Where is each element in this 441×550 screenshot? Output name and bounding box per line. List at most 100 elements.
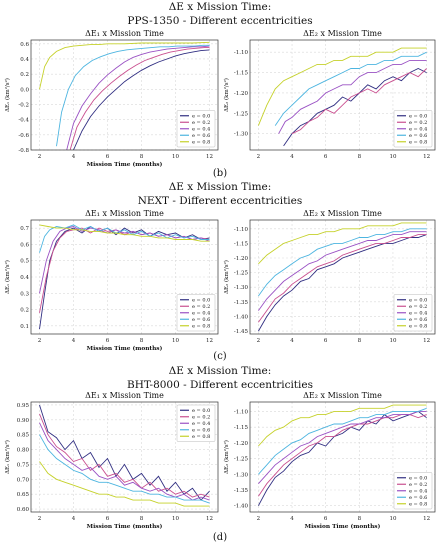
axes-frame <box>249 401 436 513</box>
x-tick-label: 10 <box>172 516 179 522</box>
legend: e = 0.0e = 0.2e = 0.4e = 0.6e = 0.8 <box>393 110 433 148</box>
series-line-1 <box>73 49 210 151</box>
legend-box <box>393 294 433 332</box>
series-line-4 <box>39 224 210 253</box>
legend-entry: e = 0.2 <box>192 120 210 126</box>
y-tick-label: -1.20 <box>234 441 249 447</box>
y-tick-label: 0.70 <box>17 477 30 483</box>
x-tick-label: 12 <box>206 154 213 160</box>
legend-entry: e = 0.0 <box>192 408 210 414</box>
legend-box <box>176 294 216 332</box>
series-line-2 <box>258 414 427 497</box>
y-tick-label: -0.2 <box>18 102 29 108</box>
series-line-1 <box>39 404 210 501</box>
y-axis-label: ΔE₁ (km²/s²) <box>4 440 11 474</box>
series-line-1 <box>258 410 427 506</box>
y-tick-label: 0.85 <box>17 433 30 439</box>
series-line-2 <box>258 234 427 323</box>
y-tick-label: 0.0 <box>20 87 29 93</box>
x-tick-label: 4 <box>72 516 76 522</box>
x-axis-label: Mission Time (months) <box>87 161 163 168</box>
y-tick-label: 0.6 <box>20 42 29 48</box>
series-line-1 <box>258 234 427 332</box>
series-line-2 <box>39 413 210 498</box>
block-subtitle: BHT-8000 - Different eccentricities <box>127 379 313 391</box>
legend-entry: e = 0.4 <box>409 311 427 317</box>
x-tick-label: 4 <box>72 338 76 344</box>
y-tick-label: -1.15 <box>234 71 249 77</box>
legend: e = 0.0e = 0.2e = 0.4e = 0.6e = 0.8 <box>393 472 433 510</box>
x-tick-label: 4 <box>290 338 294 344</box>
y-tick-label: 0.90 <box>17 418 30 424</box>
x-tick-label: 10 <box>389 516 396 522</box>
y-tick-label: -1.10 <box>234 227 249 233</box>
axes-frame <box>30 39 219 151</box>
figure-caption: (c) <box>213 351 227 362</box>
y-tick-label: -1.25 <box>234 271 249 277</box>
panel-title: ΔE₂ x Mission Time <box>303 391 382 400</box>
y-tick-label: -1.25 <box>234 457 249 463</box>
y-tick-label: 0.95 <box>17 403 30 409</box>
x-tick-label: 2 <box>257 338 261 344</box>
panel-title: ΔE₁ x Mission Time <box>85 391 164 400</box>
axes-frame <box>30 401 219 513</box>
x-tick-label: 10 <box>389 338 396 344</box>
legend-entry: e = 0.8 <box>409 502 427 508</box>
y-tick-label: -0.4 <box>18 118 29 124</box>
legend-entry: e = 0.6 <box>409 317 427 323</box>
x-tick-label: 10 <box>172 338 179 344</box>
figure-caption: (b) <box>213 168 227 179</box>
x-tick-label: 2 <box>38 154 42 160</box>
series-line-3 <box>258 231 427 311</box>
legend-entry: e = 0.8 <box>409 140 427 146</box>
block-title: ΔE x Mission Time: <box>169 365 272 377</box>
x-tick-label: 6 <box>324 154 328 160</box>
legend-entry: e = 0.6 <box>192 133 210 139</box>
y-tick-label: 0.80 <box>17 448 30 454</box>
axes-frame <box>249 39 436 151</box>
legend-entry: e = 0.4 <box>409 127 427 133</box>
y-tick-label: -1.15 <box>234 425 249 431</box>
series-line-5 <box>39 224 210 242</box>
figure-block-2: ΔE x Mission Time: NEXT - Different eccen… <box>4 181 436 362</box>
legend: e = 0.0e = 0.2e = 0.4e = 0.6e = 0.8 <box>176 404 216 442</box>
series-line-1 <box>283 67 427 147</box>
x-tick-label: 2 <box>257 154 261 160</box>
x-tick-label: 2 <box>38 338 42 344</box>
series-line-4 <box>56 44 210 147</box>
figure-block-1: ΔE x Mission Time: PPS-1350 - Different e… <box>4 1 436 179</box>
legend-box <box>393 472 433 510</box>
chart-panel-2: ΔE₂ x Mission Time 2 4 6 8 10 12 -1.45 -1.40 -1.3… <box>223 209 436 344</box>
y-tick-label: -1.10 <box>234 50 249 56</box>
legend-box <box>393 110 433 148</box>
panel-title: ΔE₂ x Mission Time <box>303 29 382 38</box>
x-axis-label: Mission Time (months) <box>305 523 381 530</box>
chart-panel-1: ΔE₁ x Mission Time 2 4 6 8 10 12 -0.8 -0.6 -0.4 -0… <box>4 29 219 168</box>
legend-entry: e = 0.6 <box>192 428 210 434</box>
series-line-5 <box>258 404 427 447</box>
x-tick-label: 2 <box>257 516 261 522</box>
y-tick-label: 0.6 <box>20 242 29 248</box>
y-tick-label: 0.2 <box>20 308 29 314</box>
series-line-5 <box>258 222 427 265</box>
x-tick-label: 12 <box>206 516 213 522</box>
x-axis-label: Mission Time (months) <box>87 345 163 352</box>
y-tick-label: -1.30 <box>234 472 249 478</box>
legend: e = 0.0e = 0.2e = 0.4e = 0.6e = 0.8 <box>176 294 216 332</box>
panel-title: ΔE₁ x Mission Time <box>85 209 164 218</box>
block-title: ΔE x Mission Time: <box>169 181 272 193</box>
x-tick-label: 6 <box>106 338 110 344</box>
x-tick-label: 10 <box>172 154 179 160</box>
x-tick-label: 2 <box>38 516 42 522</box>
x-tick-label: 8 <box>358 338 362 344</box>
legend: e = 0.0e = 0.2e = 0.4e = 0.6e = 0.8 <box>393 294 433 332</box>
series-line-5 <box>39 41 210 90</box>
legend-entry: e = 0.6 <box>192 317 210 323</box>
x-tick-label: 12 <box>423 154 430 160</box>
legend-entry: e = 0.0 <box>192 114 210 120</box>
x-tick-label: 12 <box>206 338 213 344</box>
y-tick-label: 0.7 <box>20 226 29 232</box>
x-tick-label: 6 <box>324 338 328 344</box>
y-tick-label: 0.3 <box>20 291 29 297</box>
y-tick-label: 0.2 <box>20 72 29 78</box>
